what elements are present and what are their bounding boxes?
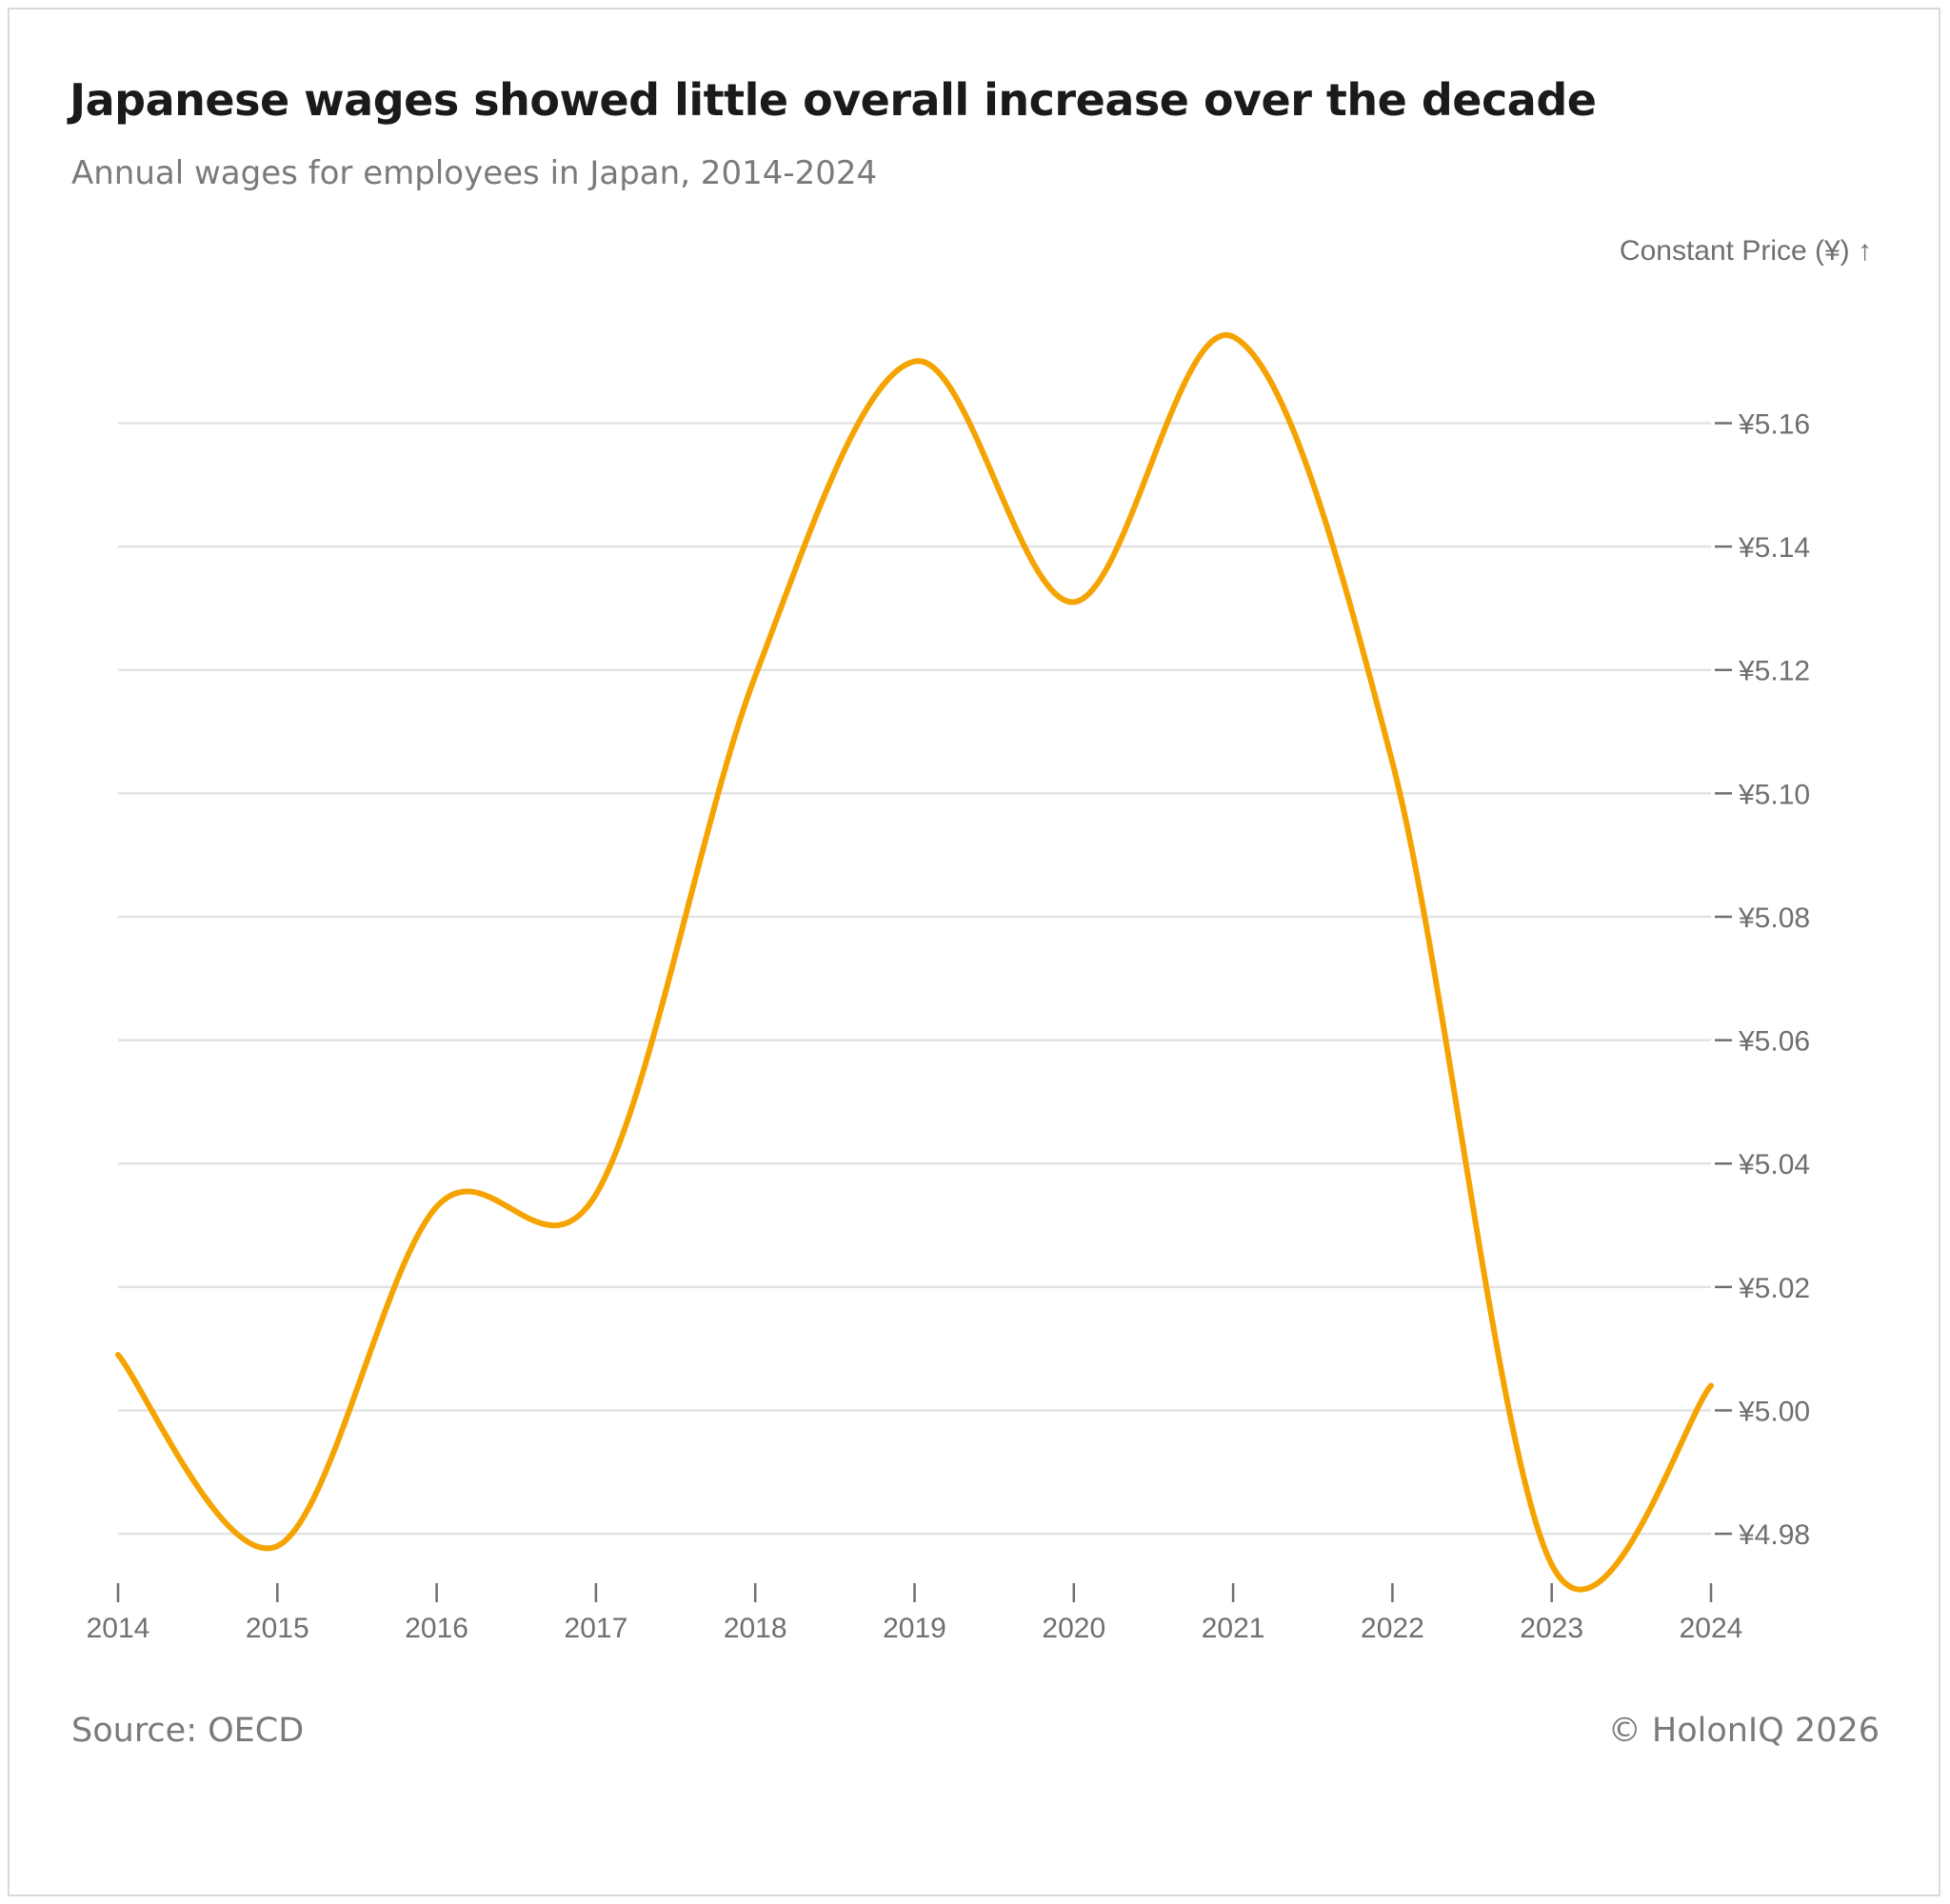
gridlines [118, 422, 1711, 1536]
x-tick-label: 2024 [1680, 1613, 1743, 1644]
y-tick-label: ¥5.16 [1738, 408, 1810, 440]
x-tick-label: 2023 [1520, 1613, 1583, 1644]
y-tick-label: ¥5.02 [1738, 1273, 1810, 1304]
chart-title: Japanese wages showed little overall inc… [70, 74, 1597, 126]
x-axis: 2014 2015 2016 2017 2018 2019 2020 2021 2022 2023… [87, 1583, 1743, 1644]
x-tick-label: 2015 [246, 1613, 309, 1644]
y-axis: ¥4.98 ¥5.00 ¥5.02 ¥5.04 ¥5.06 ¥5.08 ¥5.10 ¥5.12… [1715, 408, 1810, 1551]
y-tick-label: ¥5.08 [1738, 902, 1810, 934]
x-tick-label: 2017 [565, 1613, 628, 1644]
y-tick-label: ¥5.06 [1738, 1026, 1810, 1058]
y-tick-label: ¥4.98 [1738, 1519, 1810, 1551]
copyright-credit: © HolonIQ 2026 [1607, 1712, 1880, 1750]
x-tick-label: 2016 [405, 1613, 468, 1644]
chart-frame [8, 8, 1940, 1896]
y-tick-label: ¥5.10 [1738, 779, 1810, 810]
y-tick-label: ¥5.12 [1738, 656, 1810, 687]
y-tick-label: ¥5.04 [1738, 1149, 1810, 1180]
y-tick-label: ¥5.14 [1738, 532, 1810, 564]
x-tick-label: 2022 [1361, 1613, 1424, 1644]
chart-subtitle: Annual wages for employees in Japan, 201… [71, 154, 878, 192]
x-tick-label: 2018 [724, 1613, 787, 1644]
series-group [115, 331, 1714, 1593]
y-axis-label: Constant Price (¥) ↑ [1620, 235, 1872, 267]
x-tick-label: 2021 [1202, 1613, 1265, 1644]
y-tick-label: ¥5.00 [1738, 1396, 1810, 1427]
source-note: Source: OECD [71, 1712, 305, 1750]
x-tick-label: 2014 [87, 1613, 150, 1644]
x-tick-label: 2020 [1042, 1613, 1105, 1644]
x-tick-label: 2019 [883, 1613, 946, 1644]
series-line-annual-wages [115, 331, 1714, 1593]
